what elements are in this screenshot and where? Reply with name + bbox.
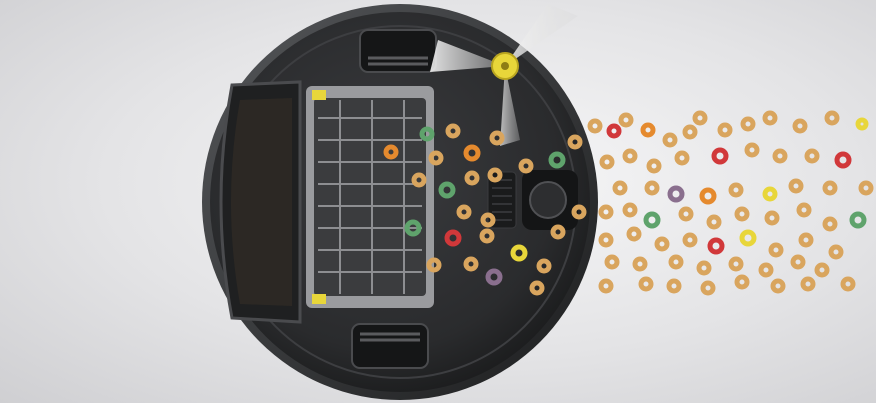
brush-cage — [306, 86, 434, 308]
cereal-loops — [383, 110, 874, 296]
dust-bin — [219, 80, 302, 324]
caster-wheel — [522, 170, 578, 230]
bottom-wheel — [351, 323, 429, 369]
grille — [487, 171, 517, 229]
top-wheel — [359, 29, 437, 73]
side-brush — [430, 4, 578, 146]
